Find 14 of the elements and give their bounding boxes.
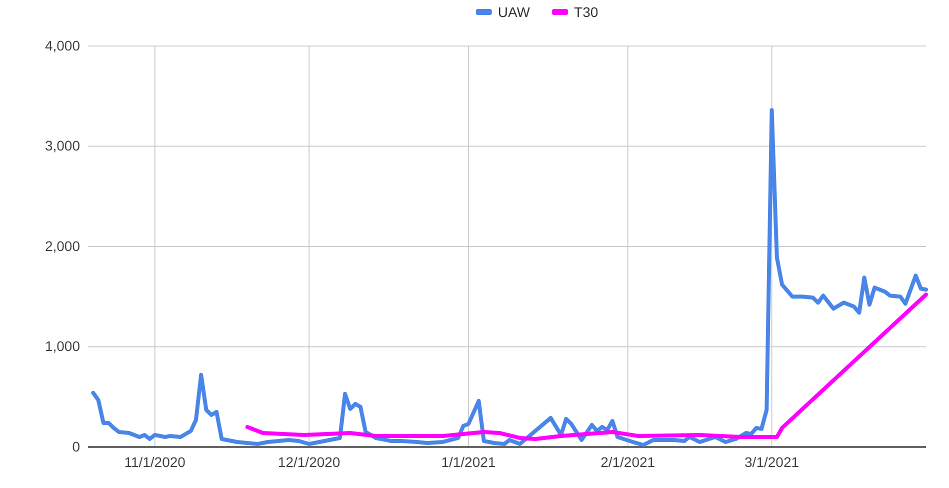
y-tick-label: 0	[72, 438, 80, 454]
legend-label: T30	[574, 4, 598, 20]
line-series	[245, 292, 928, 441]
x-tick-label: 2/1/2021	[600, 454, 656, 470]
x-tick-label: 11/1/2020	[124, 454, 186, 470]
y-tick-label: 3,000	[44, 138, 80, 154]
line-series	[91, 108, 928, 447]
y-tick-label: 4,000	[44, 37, 80, 54]
y-tick-label: 2,000	[44, 238, 80, 254]
legend-label: UAW	[498, 4, 531, 20]
x-tick-label: 12/1/2020	[278, 454, 340, 470]
x-tick-label: 1/1/2021	[441, 454, 496, 470]
y-tick-label: 1,000	[44, 338, 80, 354]
x-tick-label: 3/1/2021	[744, 454, 800, 470]
